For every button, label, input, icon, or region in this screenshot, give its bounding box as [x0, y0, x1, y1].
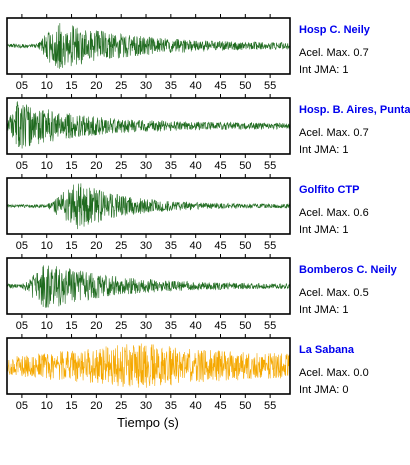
- x-tick-label: 20: [90, 320, 102, 332]
- x-tick-label: 40: [190, 320, 202, 332]
- x-tick-label: 50: [239, 240, 251, 252]
- x-tick-label: 35: [165, 320, 177, 332]
- x-tick-label: 55: [264, 240, 276, 252]
- x-tick-label: 15: [65, 240, 77, 252]
- x-tick-label: 20: [90, 160, 102, 172]
- x-tick-label: 25: [115, 400, 127, 412]
- station-name: La Sabana: [299, 344, 355, 356]
- jma-intensity: Int JMA: 1: [299, 224, 349, 236]
- x-tick-label: 15: [65, 320, 77, 332]
- x-tick-label: 20: [90, 80, 102, 92]
- waveform-trace: [6, 343, 291, 388]
- x-tick-label: 45: [214, 400, 226, 412]
- x-tick-label: 10: [41, 240, 53, 252]
- x-tick-label: 05: [16, 160, 28, 172]
- max-acceleration: Acel. Max. 0.6: [299, 207, 369, 219]
- x-tick-label: 50: [239, 400, 251, 412]
- x-tick-label: 15: [65, 80, 77, 92]
- waveform-trace: [6, 101, 291, 149]
- panel-frame: [6, 97, 291, 155]
- x-tick-label: 15: [65, 400, 77, 412]
- waveform-trace: [6, 23, 291, 69]
- max-acceleration: Acel. Max. 0.0: [299, 367, 369, 379]
- x-tick-label: 15: [65, 160, 77, 172]
- x-tick-label: 30: [140, 320, 152, 332]
- station-name: Golfito CTP: [299, 184, 360, 196]
- x-tick-label: 05: [16, 240, 28, 252]
- panel-5: 05 10 15 20 25 30 35 40 45 50 55 La Sabana Acel. Max…: [6, 334, 369, 412]
- x-tick-label: 25: [115, 160, 127, 172]
- jma-intensity: Int JMA: 0: [299, 384, 349, 396]
- jma-intensity: Int JMA: 1: [299, 64, 349, 76]
- x-tick-label: 10: [41, 80, 53, 92]
- panel-frame: [6, 17, 291, 75]
- x-tick-label: 45: [214, 320, 226, 332]
- panel-2: 05 10 15 20 25 30 35 40 45 50 55 Hosp. B. Aires, Pu…: [6, 94, 410, 172]
- x-tick-label: 10: [41, 320, 53, 332]
- x-tick-label: 05: [16, 80, 28, 92]
- panel-3: 05 10 15 20 25 30 35 40 45 50 55 Golfito CTP Acel. M…: [6, 174, 369, 252]
- x-tick-label: 40: [190, 400, 202, 412]
- x-tick-label: 30: [140, 240, 152, 252]
- station-name: Bomberos C. Neily: [299, 264, 398, 276]
- x-tick-label: 20: [90, 400, 102, 412]
- waveform-trace: [6, 183, 291, 230]
- x-tick-label: 20: [90, 240, 102, 252]
- max-acceleration: Acel. Max. 0.7: [299, 127, 369, 139]
- x-tick-label: 55: [264, 80, 276, 92]
- x-tick-label: 25: [115, 80, 127, 92]
- x-tick-label: 35: [165, 400, 177, 412]
- x-tick-label: 25: [115, 240, 127, 252]
- x-tick-label: 50: [239, 160, 251, 172]
- x-tick-label: 10: [41, 400, 53, 412]
- station-name: Hosp C. Neily: [299, 24, 371, 36]
- x-tick-label: 50: [239, 320, 251, 332]
- panel-frame: [6, 337, 291, 395]
- x-tick-label: 35: [165, 80, 177, 92]
- jma-intensity: Int JMA: 1: [299, 304, 349, 316]
- x-tick-label: 30: [140, 80, 152, 92]
- x-tick-label: 25: [115, 320, 127, 332]
- panel-frame: [6, 257, 291, 315]
- x-tick-label: 05: [16, 320, 28, 332]
- x-tick-label: 40: [190, 80, 202, 92]
- x-tick-label: 30: [140, 160, 152, 172]
- x-tick-label: 55: [264, 400, 276, 412]
- x-tick-label: 35: [165, 160, 177, 172]
- x-tick-label: 40: [190, 240, 202, 252]
- x-tick-label: 35: [165, 240, 177, 252]
- x-tick-label: 55: [264, 160, 276, 172]
- max-acceleration: Acel. Max. 0.5: [299, 287, 369, 299]
- x-tick-label: 30: [140, 400, 152, 412]
- station-name: Hosp. B. Aires, Puntare: [299, 104, 410, 116]
- panel-1: 05 10 15 20 25 30 35 40 45 50 55 Hosp C. Neily Acel.…: [6, 14, 371, 92]
- jma-intensity: Int JMA: 1: [299, 144, 349, 156]
- panel-4: 05 10 15 20 25 30 35 40 45 50 55 Bomberos C. Neily A…: [6, 254, 398, 332]
- x-axis-title: Tiempo (s): [117, 415, 179, 430]
- x-tick-label: 40: [190, 160, 202, 172]
- x-tick-label: 55: [264, 320, 276, 332]
- waveform-trace: [6, 265, 291, 308]
- panel-frame: [6, 177, 291, 235]
- max-acceleration: Acel. Max. 0.7: [299, 47, 369, 59]
- x-tick-label: 10: [41, 160, 53, 172]
- x-tick-label: 45: [214, 80, 226, 92]
- x-tick-label: 45: [214, 240, 226, 252]
- x-tick-label: 05: [16, 400, 28, 412]
- x-tick-label: 45: [214, 160, 226, 172]
- x-tick-label: 50: [239, 80, 251, 92]
